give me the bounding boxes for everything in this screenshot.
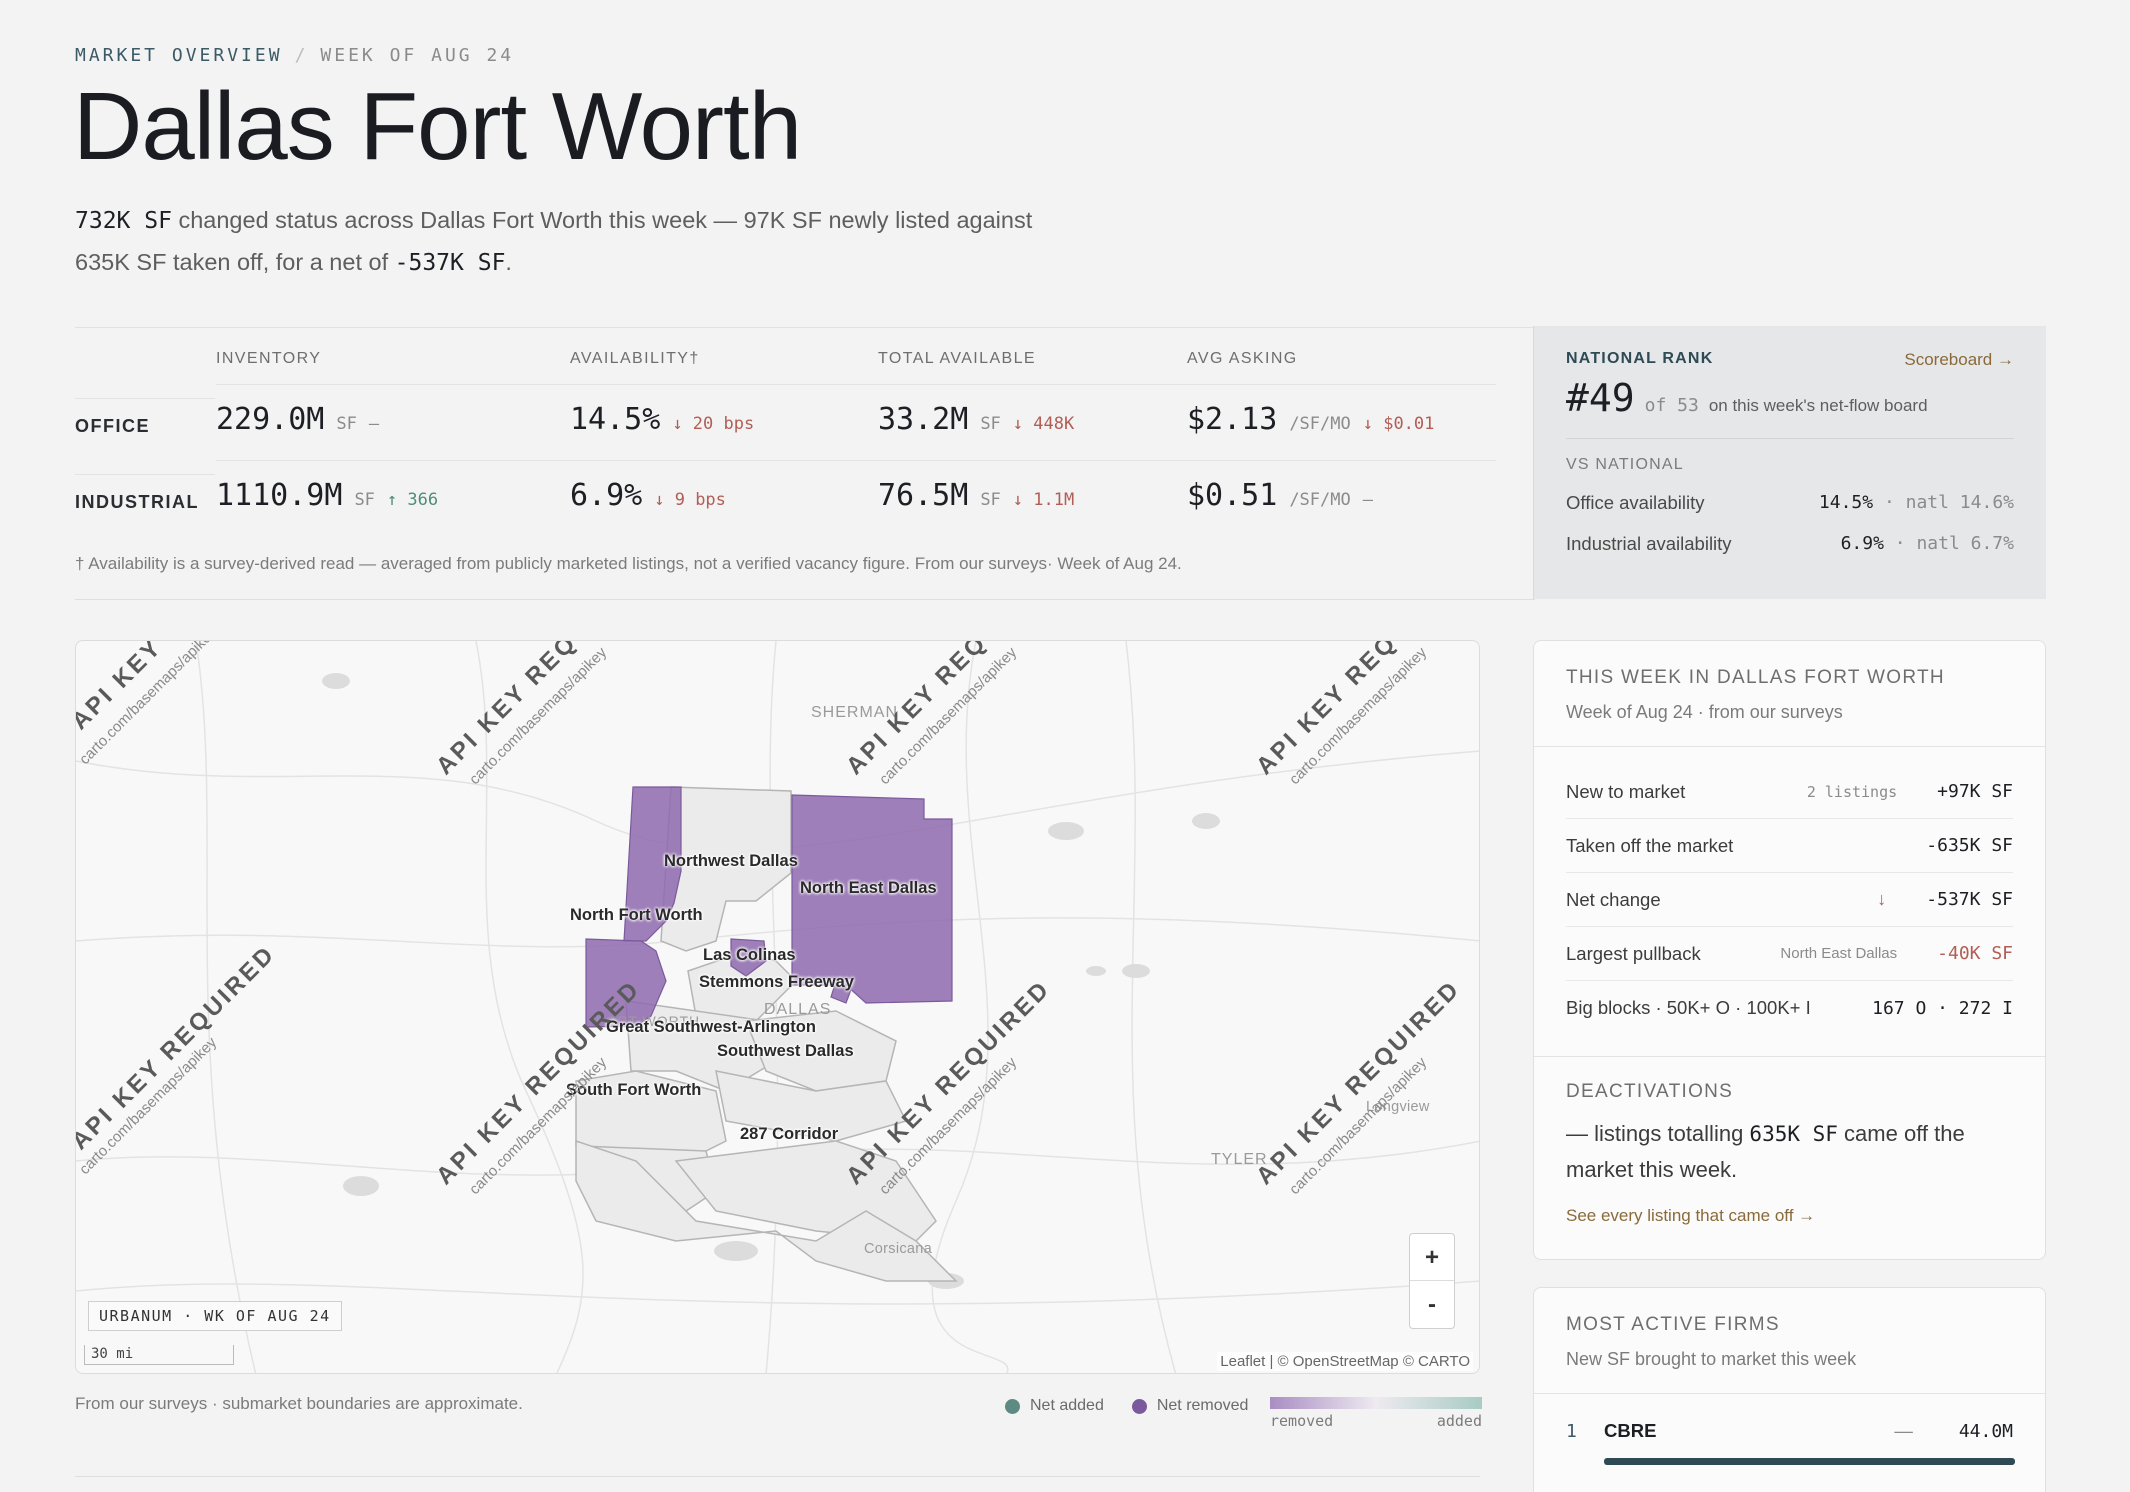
availability-footnote: † Availability is a survey-derived read …: [75, 554, 1182, 573]
stat-largest-pullback: Largest pullback North East Dallas -40K …: [1566, 927, 2013, 981]
divider: [75, 1476, 1480, 1477]
map-legend: Net added Net removed: [1005, 1397, 1248, 1415]
breadcrumb-week: WEEK OF AUG 24: [320, 45, 515, 66]
industrial-availability: 6.9% ↓ 9 bps: [570, 478, 726, 513]
office-inventory: 229.0M SF —: [216, 402, 380, 437]
map-label-northwest-dallas[interactable]: Northwest Dallas: [664, 852, 798, 870]
submarket-north-fort-worth: [585, 938, 667, 1028]
this-week-card: THIS WEEK IN DALLAS FORT WORTH Week of A…: [1533, 640, 2046, 1260]
row-label-industrial: INDUSTRIAL: [75, 492, 199, 512]
deactivations-link[interactable]: See every listing that came off →: [1566, 1206, 1816, 1225]
map-attribution[interactable]: Leaflet | © OpenStreetMap © CARTO: [1217, 1352, 1473, 1371]
most-active-firms-card: MOST ACTIVE FIRMS New SF brought to mark…: [1533, 1287, 2046, 1492]
industrial-avg-asking: $0.51/SF/MO —: [1187, 478, 1373, 513]
national-rank-panel: NATIONAL RANK Scoreboard → #49 of 53 on …: [1533, 326, 2046, 599]
breadcrumb-section[interactable]: MARKET OVERVIEW: [75, 45, 283, 66]
stat-new-to-market: New to market 2 listings +97K SF: [1566, 765, 2013, 819]
divider: [216, 384, 1496, 385]
submarket-las-colinas: [730, 938, 767, 977]
deactivations-title: DEACTIVATIONS: [1566, 1081, 1734, 1102]
firm-row[interactable]: 1 CBRE — 44.0M: [1566, 1420, 2013, 1442]
page-title: Dallas Fort Worth: [73, 73, 802, 180]
office-total-available: 33.2M SF ↓ 448K: [878, 402, 1075, 437]
divider: [75, 398, 215, 399]
city-tyler: TYLER: [1211, 1151, 1268, 1168]
map-label-south-fort-worth[interactable]: South Fort Worth: [566, 1081, 702, 1099]
map-label-north-east-dallas[interactable]: North East Dallas: [800, 879, 937, 897]
firm-share-bar: [1604, 1458, 2015, 1465]
stat-taken-off: Taken off the market -635K SF: [1566, 819, 2013, 873]
vs-national-label: VS NATIONAL: [1566, 456, 1684, 473]
national-rank-value: #49 of 53 on this week's net-flow board: [1566, 376, 1928, 420]
scale-bar: 30 mi: [84, 1345, 234, 1365]
col-header-availability: AVAILABILITY†: [570, 350, 700, 367]
zoom-control: + -: [1409, 1233, 1455, 1329]
map-label-las-colinas[interactable]: Las Colinas: [703, 946, 796, 964]
map-label-north-fort-worth[interactable]: North Fort Worth: [570, 906, 703, 924]
arrow-down-icon: ↓: [1877, 889, 1887, 909]
city-corsicana: Corsicana: [864, 1241, 932, 1257]
divider: [1566, 438, 2014, 439]
divider: [1534, 746, 2045, 747]
divider: [1534, 1056, 2045, 1057]
summary-text: 732K SF changed status across Dallas For…: [75, 207, 1033, 276]
submarket-north-east-dallas: [791, 794, 953, 1004]
city-dallas: DALLAS: [764, 1001, 832, 1018]
this-week-title: THIS WEEK IN DALLAS FORT WORTH: [1566, 667, 1945, 688]
national-rank-label: NATIONAL RANK: [1566, 350, 1714, 367]
submarket-stemmons-freeway: [830, 980, 853, 1004]
color-ramp: removed added: [1270, 1397, 1482, 1430]
office-vs-national: Office availability 14.5% · natl 14.6%: [1566, 492, 2014, 513]
stat-net-change: Net change ↓ -537K SF: [1566, 873, 2013, 927]
firms-subtitle: New SF brought to market this week: [1566, 1349, 1857, 1369]
divider: [75, 327, 1535, 328]
divider: [75, 599, 1535, 600]
col-header-avg-asking: AVG ASKING: [1187, 350, 1298, 367]
submarket-map[interactable]: SHERMAN DALLAS FORT WORTH TYLER Longview…: [75, 640, 1480, 1374]
city-fort-worth: FORT WORTH: [596, 1013, 701, 1029]
divider: [75, 474, 215, 475]
city-longview: Longview: [1366, 1099, 1430, 1115]
industrial-inventory: 1110.9M SF ↑ 366: [216, 478, 439, 513]
color-ramp-bar: [1270, 1397, 1482, 1409]
col-header-inventory: INVENTORY: [216, 350, 322, 367]
firms-title: MOST ACTIVE FIRMS: [1566, 1314, 1780, 1335]
breadcrumb: MARKET OVERVIEW / WEEK OF AUG 24: [75, 45, 515, 66]
industrial-vs-national: Industrial availability 6.9% · natl 6.7%: [1566, 533, 2014, 554]
office-avg-asking: $2.13/SF/MO ↓ $0.01: [1187, 402, 1435, 437]
scoreboard-link[interactable]: Scoreboard →: [1904, 350, 2014, 369]
net-removed-swatch: [1131, 1398, 1147, 1414]
map-label-great-southwest-arlington[interactable]: Great Southwest-Arlington: [606, 1018, 816, 1036]
divider: [1534, 1393, 2045, 1394]
map-note: From our surveys · submarket boundaries …: [75, 1394, 523, 1413]
stat-big-blocks: Big blocks · 50K+ O · 100K+ I 167 O · 27…: [1566, 997, 2013, 1019]
col-header-total-available: TOTAL AVAILABLE: [878, 350, 1036, 367]
zoom-out-button[interactable]: -: [1428, 1291, 1436, 1318]
office-availability: 14.5% ↓ 20 bps: [570, 402, 755, 437]
map-basemap: [76, 641, 1479, 1373]
map-label-stemmons-freeway[interactable]: Stemmons Freeway: [699, 973, 854, 991]
net-added-swatch: [1005, 1398, 1020, 1414]
map-tag: URBANUM · WK OF AUG 24: [88, 1301, 342, 1331]
deactivations-text: — listings totalling 635K SF came off th…: [1566, 1121, 1965, 1182]
industrial-total-available: 76.5M SF ↓ 1.1M: [878, 478, 1075, 513]
map-label-287-corridor[interactable]: 287 Corridor: [740, 1125, 839, 1143]
city-sherman: SHERMAN: [811, 704, 899, 721]
map-label-southwest-dallas[interactable]: Southwest Dallas: [717, 1042, 854, 1060]
row-label-office: OFFICE: [75, 416, 150, 436]
divider: [216, 460, 1496, 461]
zoom-in-button[interactable]: +: [1410, 1234, 1454, 1281]
this-week-subtitle: Week of Aug 24 · from our surveys: [1566, 702, 1843, 722]
